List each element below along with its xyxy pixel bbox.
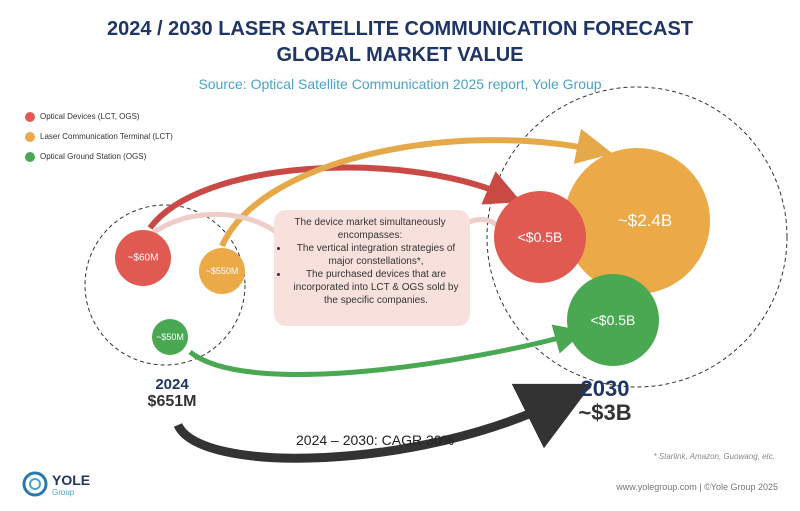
year: 2024 — [155, 376, 189, 393]
bubble — [564, 148, 710, 294]
logo-mark — [22, 471, 48, 497]
legend-label: Optical Ground Station (OGS) — [40, 152, 147, 161]
footer: www.yolegroup.com | ©Yole Group 2025 — [616, 482, 778, 492]
bubble-label: ~$2.4B — [617, 211, 673, 230]
arrow — [148, 211, 282, 238]
source: Source: Optical Satellite Communication … — [198, 76, 602, 92]
total: $651M — [147, 393, 197, 410]
cagr-arrow — [173, 383, 593, 463]
year: 2030 — [580, 376, 630, 401]
note-bullet: The purchased devices that are incorpora… — [289, 268, 463, 307]
total: ~$3B — [578, 400, 632, 425]
arrow — [147, 164, 522, 230]
note-bullet: The vertical integration strategies of m… — [289, 242, 463, 268]
arrow — [219, 128, 613, 248]
note-box — [274, 210, 470, 326]
bubble — [152, 319, 188, 355]
group-2030 — [486, 86, 788, 388]
title: GLOBAL MARKET VALUE — [276, 44, 524, 66]
bubble-label: ~$550M — [205, 266, 239, 276]
arrow — [188, 324, 585, 377]
legend-dot — [25, 152, 35, 162]
legend-dot — [25, 132, 35, 142]
logo-mark — [29, 478, 41, 490]
bubble-label: ~$60M — [127, 252, 159, 264]
title: 2024 / 2030 LASER SATELLITE COMMUNICATIO… — [106, 18, 694, 40]
bubble — [115, 230, 171, 286]
note: The device market simultaneously encompa… — [277, 216, 463, 307]
logo-sub: Group — [52, 488, 75, 497]
bubble — [199, 248, 245, 294]
footnote: * Starlink, Amazon, Guowang, etc. — [653, 452, 775, 461]
cagr: 2024 – 2030: CAGR 30% — [296, 432, 454, 448]
bubble — [567, 274, 659, 366]
bubble-label: <$0.5B — [517, 229, 563, 245]
group-2024 — [84, 204, 246, 366]
bubble-label: <$0.5B — [590, 312, 636, 328]
legend-label: Laser Communication Terminal (LCT) — [40, 132, 173, 141]
legend-label: Optical Devices (LCT, OGS) — [40, 112, 140, 121]
bubble-label: ~$50M — [156, 332, 184, 342]
note-intro: The device market simultaneously encompa… — [294, 217, 446, 241]
logo-name: YOLE — [52, 472, 91, 488]
note-list: The vertical integration strategies of m… — [277, 242, 463, 307]
legend-dot — [25, 112, 35, 122]
bubble — [494, 191, 586, 283]
